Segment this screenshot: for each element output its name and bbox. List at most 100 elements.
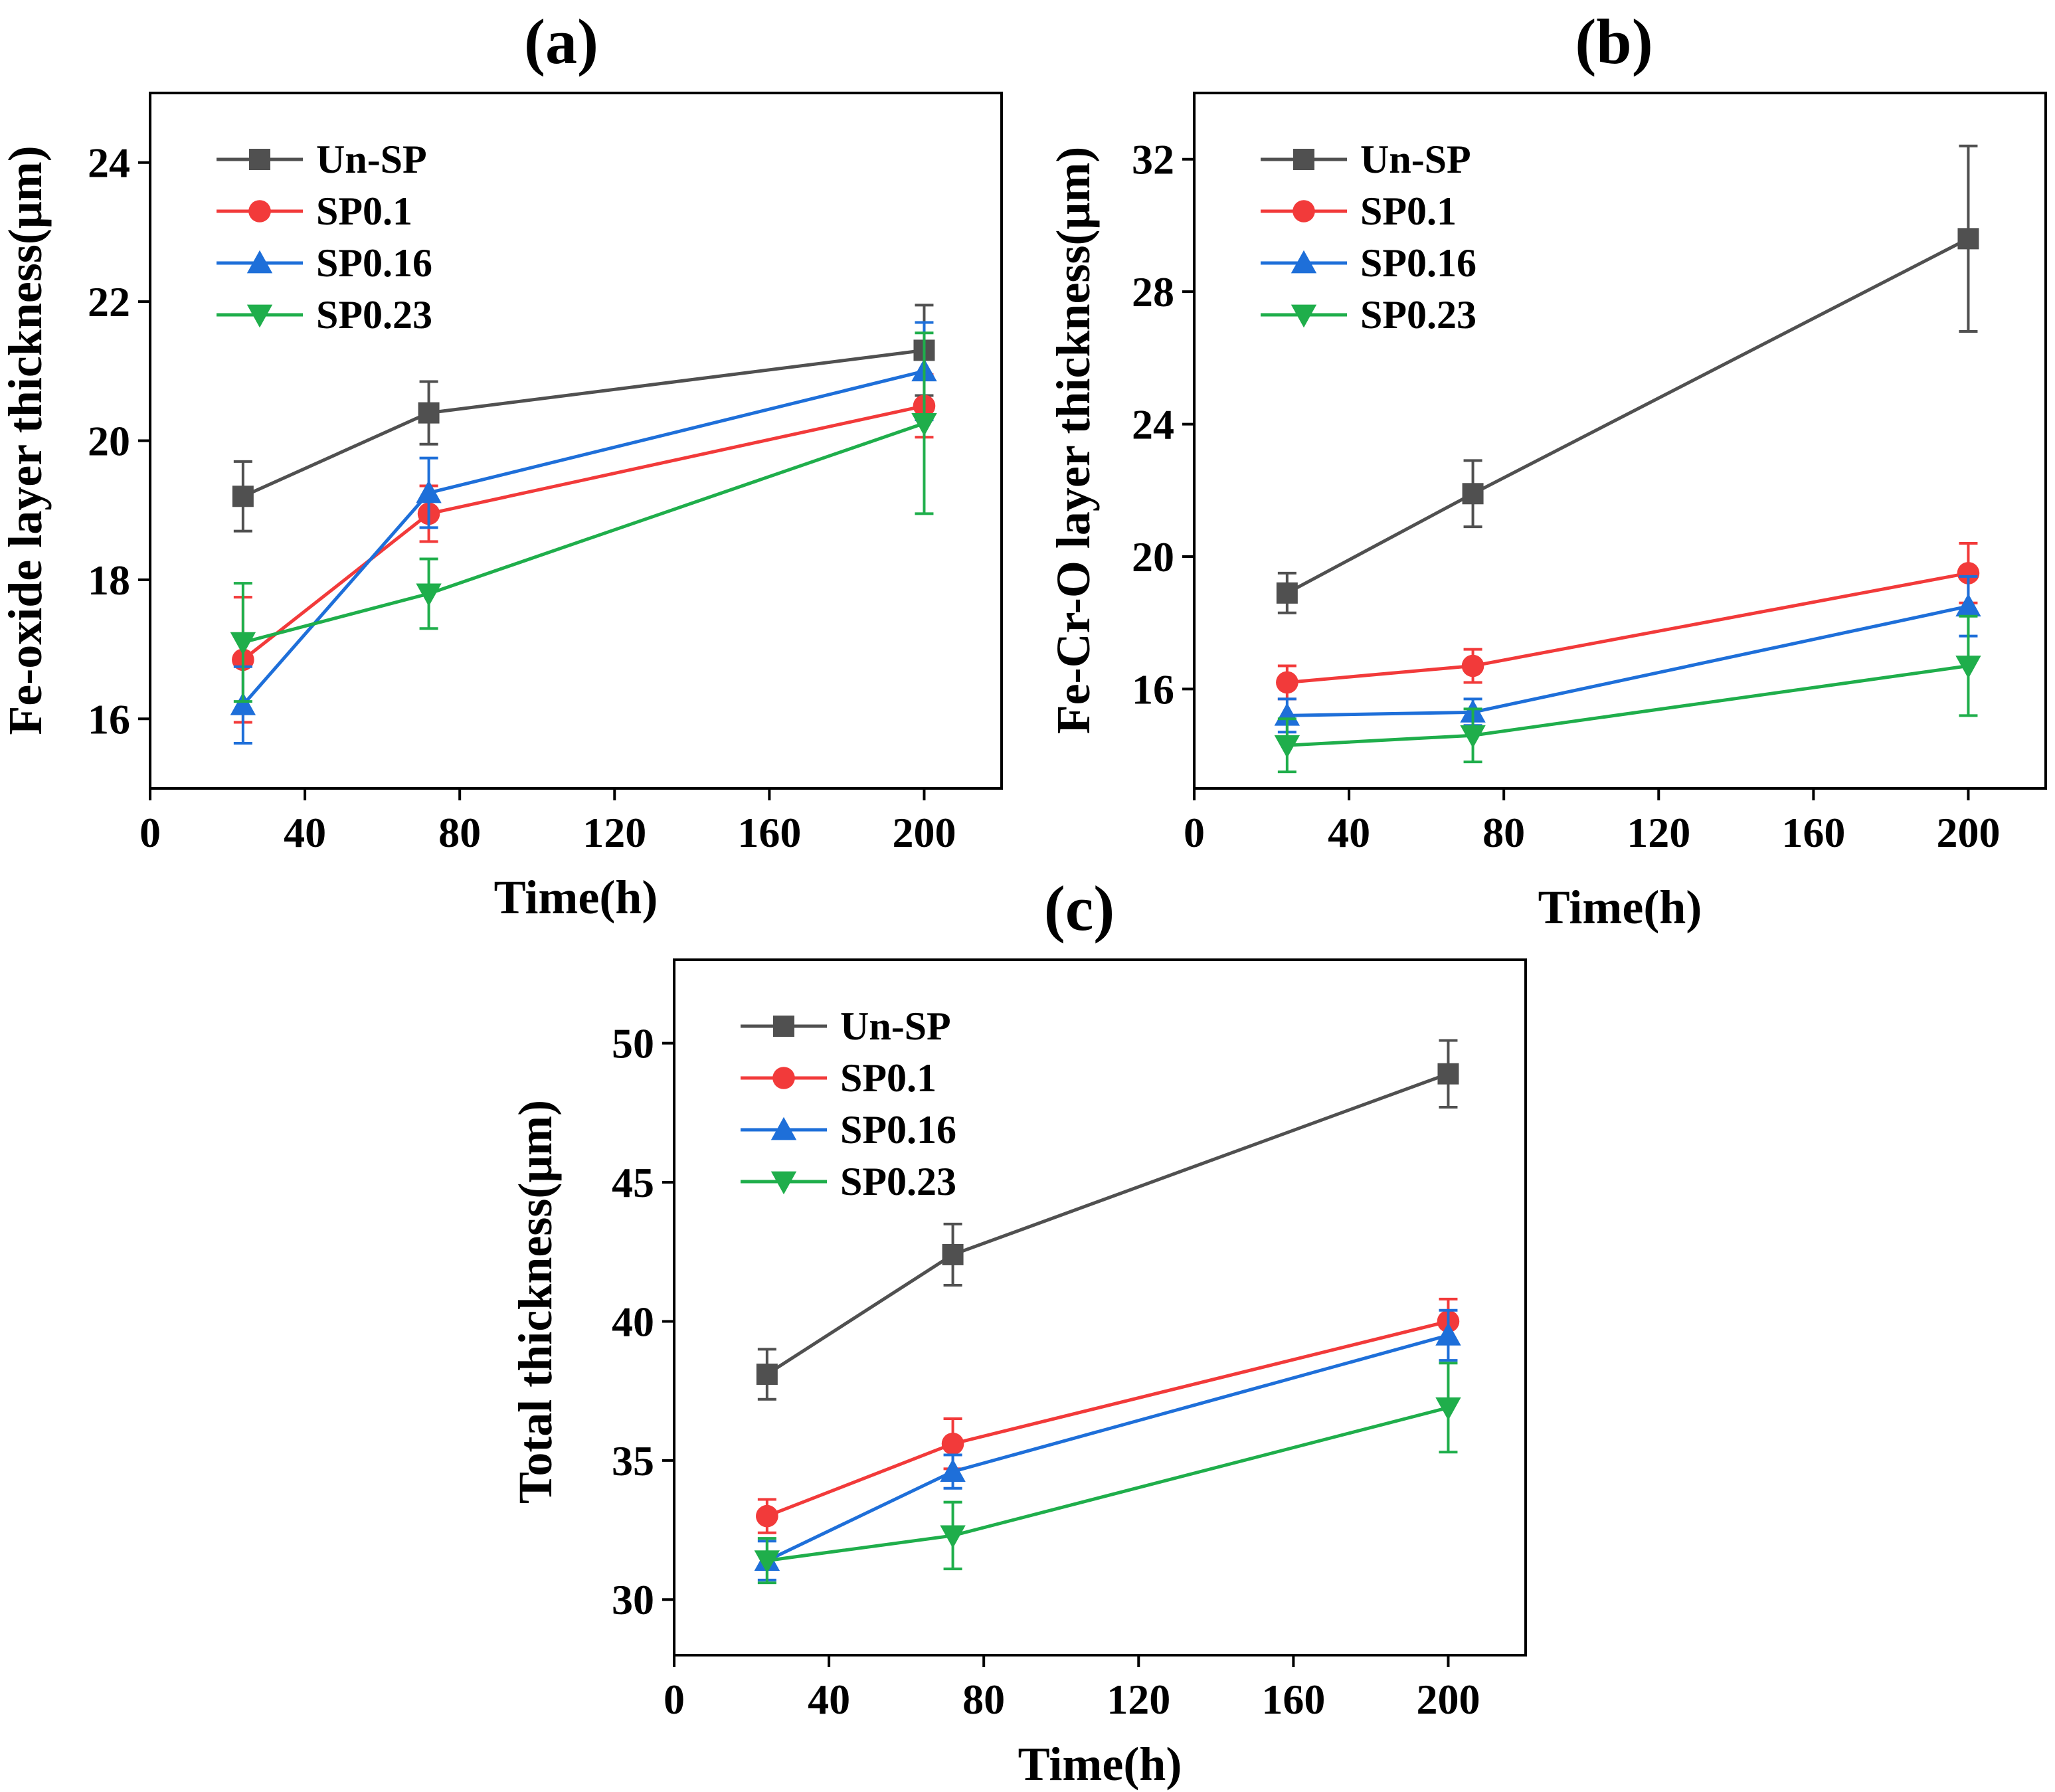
panel-b-data-point-sp0-1 xyxy=(1461,654,1484,677)
panel-b-x-tick-label: 120 xyxy=(1627,809,1690,856)
panel-a-y-tick-label: 22 xyxy=(88,278,130,325)
panel-c-y-tick-label: 50 xyxy=(612,1020,654,1067)
panel-c-y-tick-label: 35 xyxy=(612,1437,654,1484)
panel-a-data-point-sp0-23 xyxy=(416,583,442,607)
panel-a-x-tick-label: 160 xyxy=(737,809,801,856)
panel-b-y-tick-label: 20 xyxy=(1132,533,1174,581)
panel-a-legend-marker-sp0-23 xyxy=(246,304,273,328)
panel-a-legend-label-sp0-1: SP0.1 xyxy=(316,189,412,233)
panel-c: (c) 0 40 80 120 160 200 30 35 40 45 50 Un-SP SP0.1 S… xyxy=(509,873,1527,1791)
panel-c-x-tick-label: 160 xyxy=(1261,1676,1325,1723)
panel-a-series-line-sp0-16 xyxy=(241,369,925,707)
panel-c-legend-marker-sp0-1 xyxy=(772,1067,795,1089)
panel-b-legend-label-sp0-16: SP0.16 xyxy=(1360,241,1476,285)
panel-b-frame xyxy=(1193,92,2047,790)
panel-a-data-point-sp0-23 xyxy=(230,632,256,656)
panel-b-legend-label-sp0-23: SP0.23 xyxy=(1360,293,1476,337)
panel-c-legend-marker-sp0-23 xyxy=(770,1171,797,1195)
panel-c-x-tick-label: 40 xyxy=(808,1676,850,1723)
panel-b-legend-marker-sp0-23 xyxy=(1291,304,1317,328)
panel-c-y-tick-label: 40 xyxy=(612,1298,654,1345)
panel-c-data-point-un-sp xyxy=(942,1243,964,1265)
panel-c-y-tick-label: 45 xyxy=(612,1159,654,1206)
panel-b-y-tick-label: 24 xyxy=(1132,401,1174,448)
panel-a-label: (a) xyxy=(524,6,598,77)
panel-a-x-tick-label: 40 xyxy=(284,809,326,856)
panel-b-x-tick-label: 40 xyxy=(1328,809,1370,856)
panel-a-series-line-un-sp xyxy=(242,348,925,498)
panel-b-series-line-sp0-16 xyxy=(1287,604,1969,717)
panel-b-x-tick-label: 0 xyxy=(1184,809,1205,856)
panel-c-data-point-sp0-23 xyxy=(1435,1397,1461,1421)
panel-a-series-line-sp0-1 xyxy=(242,404,925,662)
panel-a-legend-label-sp0-16: SP0.16 xyxy=(316,241,432,285)
panel-b-y-tick-label: 32 xyxy=(1132,136,1174,183)
panel-b-legend-marker-sp0-16 xyxy=(1291,250,1317,274)
panel-a-x-tick-label: 0 xyxy=(139,809,161,856)
panel-c-series-line-sp0-16 xyxy=(766,1333,1449,1562)
panel-b-data-point-un-sp xyxy=(1276,582,1298,604)
panel-c-x-tick-label: 0 xyxy=(664,1676,685,1723)
panel-b-data-point-sp0-23 xyxy=(1955,656,1981,679)
panel-b-data-point-sp0-23 xyxy=(1460,725,1486,749)
panel-a-y-tick-label: 18 xyxy=(88,557,130,604)
panel-a-y-tick-label: 16 xyxy=(88,695,130,743)
panel-c-data-point-sp0-16 xyxy=(940,1459,966,1482)
panel-a-data-point-un-sp xyxy=(232,486,254,507)
panel-a-x-axis-title: Time(h) xyxy=(494,871,658,924)
panel-a-y-axis-title: Fe-oxide layer thickness(μm) xyxy=(0,145,52,735)
panel-c-legend-label-sp0-1: SP0.1 xyxy=(840,1056,937,1100)
panel-b-y-tick-label: 16 xyxy=(1132,666,1174,713)
panel-b-legend-marker-sp0-1 xyxy=(1293,200,1315,223)
panel-a-legend-label-un-sp: Un-SP xyxy=(316,137,427,181)
panel-a-legend-marker-sp0-1 xyxy=(248,200,271,223)
panel-a-data-point-sp0-23 xyxy=(911,412,937,436)
panel-c-y-axis-title: Total thickness(μm) xyxy=(509,1100,562,1504)
panel-b-x-tick-label: 80 xyxy=(1482,809,1525,856)
panel-c-x-axis-title: Time(h) xyxy=(1018,1738,1182,1791)
panel-b-label: (b) xyxy=(1575,6,1653,77)
panel-a-y-tick-label: 20 xyxy=(88,418,130,465)
panel-a-y-tick-label: 24 xyxy=(88,139,130,187)
panel-c-x-tick-label: 120 xyxy=(1107,1676,1170,1723)
panel-b-legend-marker-un-sp xyxy=(1293,149,1314,170)
panel-c-label: (c) xyxy=(1044,873,1115,944)
panel-a-data-point-sp0-16 xyxy=(416,480,442,503)
panel-c-legend-label-un-sp: Un-SP xyxy=(840,1004,951,1048)
panel-b-series-line-un-sp xyxy=(1286,237,1969,595)
panel-c-y-tick-label: 30 xyxy=(612,1576,654,1623)
panel-a-x-tick-label: 200 xyxy=(892,809,956,856)
panel-c-x-tick-label: 80 xyxy=(962,1676,1005,1723)
panel-a-legend-marker-sp0-16 xyxy=(246,250,273,274)
panel-b-x-tick-label: 160 xyxy=(1781,809,1845,856)
panel-b-x-tick-label: 200 xyxy=(1936,809,2000,856)
panel-a-x-tick-label: 80 xyxy=(438,809,481,856)
panel-b: (b) 0 40 80 120 160 200 16 20 24 28 32 Un-SP SP0.1 S… xyxy=(1047,6,2047,934)
panel-c-legend-label-sp0-16: SP0.16 xyxy=(840,1108,956,1152)
panel-b-y-axis-title: Fe-Cr-O layer thickness(μm) xyxy=(1047,147,1100,735)
panel-a-legend-label-sp0-23: SP0.23 xyxy=(316,293,432,337)
panel-b-data-point-un-sp xyxy=(1462,483,1484,505)
panel-b-data-point-sp0-1 xyxy=(1276,671,1298,694)
panel-b-data-point-un-sp xyxy=(1957,228,1979,250)
panel-b-y-tick-label: 28 xyxy=(1132,268,1174,315)
panel-c-data-point-sp0-23 xyxy=(754,1550,780,1573)
panel-a-data-point-un-sp xyxy=(418,402,440,424)
panel-c-x-tick-label: 200 xyxy=(1416,1676,1480,1723)
panel-c-frame xyxy=(673,958,1527,1657)
panel-c-data-point-un-sp xyxy=(756,1364,778,1386)
panel-b-x-axis-title: Time(h) xyxy=(1538,881,1702,934)
panel-b-data-point-sp0-1 xyxy=(1957,562,1980,584)
panel-a: (a) 0 40 80 120 160 200 16 18 20 22 24 Un-SP SP0.1 S… xyxy=(0,6,1003,924)
panel-b-data-point-sp0-16 xyxy=(1955,593,1981,617)
panel-c-data-point-un-sp xyxy=(1437,1063,1459,1085)
panel-a-legend-marker-un-sp xyxy=(249,149,270,170)
panel-c-data-point-sp0-16 xyxy=(1435,1322,1461,1346)
panel-c-legend-marker-un-sp xyxy=(773,1016,794,1037)
panel-c-legend-marker-sp0-16 xyxy=(770,1117,797,1140)
panel-b-data-point-sp0-23 xyxy=(1274,735,1300,759)
panel-c-data-point-sp0-1 xyxy=(941,1432,964,1455)
panel-a-x-tick-label: 120 xyxy=(582,809,646,856)
panel-b-legend-label-sp0-1: SP0.1 xyxy=(1360,189,1457,233)
